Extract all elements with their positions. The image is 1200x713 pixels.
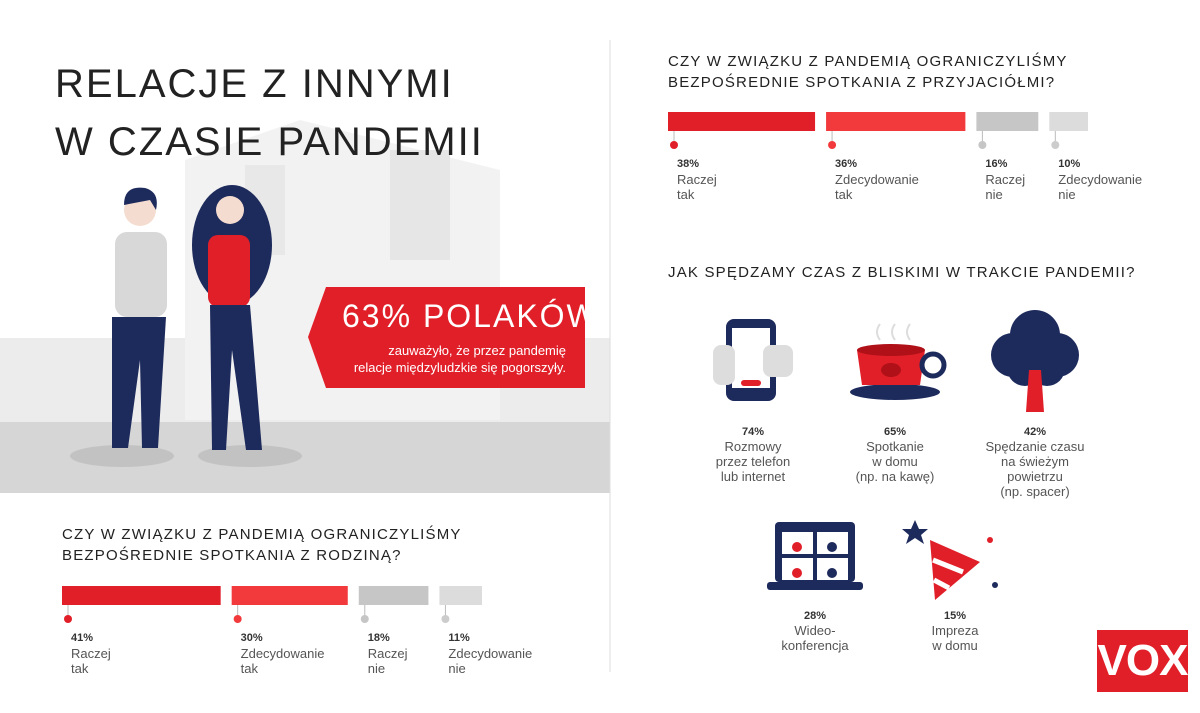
value-label: 16% [985, 158, 1008, 170]
category-label: Rozmowy przez telefon lub internet [715, 439, 791, 484]
activity-icon [713, 319, 793, 401]
chart-title: JAK SPĘDZAMY CZAS Z BLISKIMI W TRAKCIE P… [668, 264, 1136, 281]
chart-title: CZY W ZWIĄZKU Z PANDEMIĄ OGRANICZYLIŚMY … [668, 53, 1068, 91]
category-label: Spotkanie w domu (np. na kawę) [855, 439, 935, 484]
bar [976, 112, 1039, 131]
bar [668, 112, 816, 131]
category-label: Raczej tak [677, 172, 717, 202]
highlight-headline: 63% POLAKÓW [342, 298, 599, 334]
pointer-dot [441, 615, 450, 623]
value-label: 30% [240, 632, 263, 644]
value-label: 36% [835, 158, 858, 170]
value-label: 74% [741, 426, 765, 438]
activity-icon [767, 522, 863, 590]
pointer-dot [828, 141, 837, 149]
pointer-dot [64, 615, 72, 623]
category-label: Raczej nie [985, 172, 1026, 202]
bar [62, 586, 221, 605]
bar [1049, 112, 1088, 131]
banner [308, 287, 585, 388]
value-label: 18% [367, 632, 390, 644]
activity-icon [850, 323, 947, 400]
category-label: Zdecydowanie tak [835, 172, 919, 202]
category-label: Impreza w domu [931, 623, 979, 653]
value-label: 65% [883, 426, 907, 438]
trousers [210, 305, 262, 450]
category-label: Zdecydowanie tak [240, 646, 325, 676]
pointer-dot [978, 141, 987, 149]
value-label: 15% [943, 610, 967, 622]
highlight-text: zauważyło, że przez pandemię relacje mię… [353, 343, 566, 375]
value-label: 41% [71, 632, 94, 644]
page-title: RELACJE Z INNYMI W CZASIE PANDEMII [55, 62, 484, 164]
shadow [198, 445, 302, 467]
head [216, 196, 244, 224]
pointer-dot [233, 615, 242, 623]
category-label: Raczej tak [71, 646, 111, 676]
shirt [208, 235, 250, 307]
bar [358, 586, 429, 605]
category-label: Zdecydowanie nie [1058, 172, 1143, 202]
activity-icon [991, 310, 1079, 412]
value-label: 28% [803, 610, 827, 622]
trousers [112, 317, 166, 448]
category-label: Wideo- konferencja [781, 623, 849, 653]
category-label: Zdecydowanie nie [448, 646, 533, 676]
pointer-dot [670, 141, 678, 149]
hair [124, 187, 157, 210]
value-label: 10% [1058, 158, 1081, 170]
value-label: 38% [677, 158, 700, 170]
logo: VOX [1097, 630, 1188, 692]
pointer-dot [1051, 141, 1060, 149]
shirt [115, 232, 167, 317]
category-label: Spędzanie czasu na świeżym powietrzu (np… [985, 439, 1085, 499]
shadow [70, 445, 174, 467]
activity-icon [902, 520, 998, 600]
value-label: 42% [1023, 426, 1047, 438]
category-label: Raczej nie [367, 646, 408, 676]
pointer-dot [360, 615, 369, 623]
bar [439, 586, 482, 605]
bar [826, 112, 966, 131]
value-label: 11% [448, 632, 470, 644]
bar [231, 586, 348, 605]
window [390, 150, 450, 260]
chart-title: CZY W ZWIĄZKU Z PANDEMIĄ OGRANICZYLIŚMY … [62, 526, 462, 564]
